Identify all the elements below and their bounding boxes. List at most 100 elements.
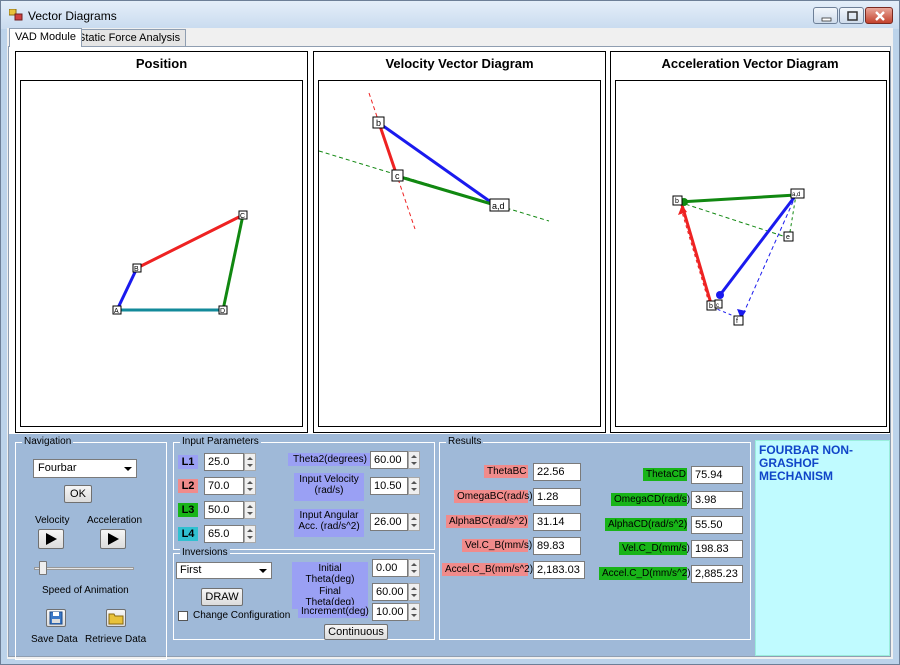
accel-point-ad: a,d [790,188,805,199]
increment-input[interactable]: 10.00 [372,603,408,621]
save-icon [49,611,63,625]
link-ab [115,267,139,311]
input-acc-label: Input Angular Acc. (rad/s^2) [294,509,364,537]
result-omega-cd-value: 3.98 [691,491,743,509]
svg-text:b: b [675,198,679,205]
change-configuration-label: Change Configuration [193,610,291,621]
input-acc-input[interactable]: 26.00 [370,513,408,531]
link-cd [221,214,245,311]
svg-text:D: D [220,308,225,315]
joint-c: C [238,210,248,220]
l1-spinner[interactable] [244,453,256,471]
increment-spinner[interactable] [408,603,420,621]
l2-spinner[interactable] [244,477,256,495]
slider-track [34,567,134,570]
initial-theta-label: Initial Theta(deg) [292,562,368,586]
result-vel-cb-value: 89.83 [533,537,581,555]
minimize-button[interactable] [813,7,838,24]
continuous-button[interactable]: Continuous [324,624,388,640]
result-theta-cd-value: 75.94 [691,466,743,484]
accel-line-bc-dash [678,201,710,304]
result-alpha-bc-value: 31.14 [533,513,581,531]
velocity-panel: Velocity Vector Diagram b c a,d [313,51,606,433]
velocity-play-button[interactable] [38,529,64,549]
accel-point-b2: c [714,299,723,309]
title-bar: Vector Diagrams [1,1,899,29]
change-configuration-checkbox[interactable] [178,611,188,621]
velocity-point-ad: a,d [489,198,510,212]
result-omega-bc-label: OmegaBC(rad/s) [454,490,533,503]
input-parameters-group: Input Parameters L1 25.0 L2 70.0 L3 50.0… [173,436,435,550]
ok-button[interactable]: OK [64,485,92,503]
theta2-input[interactable]: 60.00 [370,451,408,469]
navigation-group-title: Navigation [22,436,74,447]
svg-text:c: c [716,303,719,309]
accel-vector-ab [718,194,798,296]
l3-spinner[interactable] [244,501,256,519]
result-theta-bc-label: ThetaBC [484,465,528,478]
inversion-select-value: First [180,564,202,576]
save-data-label: Save Data [31,634,78,645]
input-velocity-spinner[interactable] [408,477,420,495]
theta2-spinner[interactable] [408,451,420,469]
play-icon [108,533,119,545]
close-button[interactable] [865,7,893,24]
play-icon [46,533,57,545]
client-area: VAD Module Static Force Analysis Positio… [7,28,893,660]
chevron-down-icon [124,467,132,471]
accel-arrowhead-ab [716,291,724,299]
l1-label: L1 [178,455,198,469]
mechanism-select[interactable]: Fourbar [33,459,137,478]
speed-slider[interactable] [34,561,134,575]
maximize-button[interactable] [839,7,864,24]
l1-input[interactable]: 25.0 [204,453,244,471]
close-icon [875,11,885,21]
velocity-canvas: b c a,d [318,80,601,427]
acceleration-play-button[interactable] [100,529,126,549]
theta2-label: Theta2(degrees) [288,453,372,466]
initial-theta-input[interactable]: 0.00 [372,559,408,577]
velocity-point-c: c [391,169,404,182]
draw-button[interactable]: DRAW [201,588,243,606]
input-acc-spinner[interactable] [408,513,420,531]
position-title: Position [135,56,188,71]
slider-thumb[interactable] [38,561,47,575]
maximize-icon [847,11,858,21]
chevron-down-icon [259,569,267,573]
result-theta-cd-label: ThetaCD [643,468,687,481]
result-accel-cb-value: 2,183.03 [533,561,585,579]
velocity-label: Velocity [35,515,70,526]
l4-spinner[interactable] [244,525,256,543]
mechanism-select-value: Fourbar [38,462,77,474]
folder-icon [108,613,124,625]
link-bc [136,213,244,270]
result-vel-cd-label: Vel.C_D(mm/s) [619,542,690,555]
result-vel-cb-label: Vel.C_B(mm/s) [462,539,532,552]
l2-label: L2 [178,479,198,493]
velocity-diagram: b c a,d [319,92,550,230]
result-accel-cd-label: Accel.C_D(mm/s^2) [599,567,691,580]
final-theta-input[interactable]: 60.00 [372,583,408,601]
inversion-select[interactable]: First [176,562,272,579]
accel-line-c-ad [678,193,797,204]
accel-line-e-ad [788,194,797,239]
final-theta-spinner[interactable] [408,583,420,601]
tab-static-force-analysis[interactable]: Static Force Analysis [72,29,187,46]
input-velocity-input[interactable]: 10.50 [370,477,408,495]
control-area: Navigation Fourbar OK Velocity Accelerat… [9,434,890,660]
l3-input[interactable]: 50.0 [204,501,244,519]
l4-input[interactable]: 65.0 [204,525,244,543]
initial-theta-spinner[interactable] [408,559,420,577]
l3-label: L3 [178,503,198,517]
retrieve-data-button[interactable] [106,609,126,627]
svg-text:e: e [786,234,790,241]
save-data-button[interactable] [46,609,66,627]
result-omega-bc-value: 1.28 [533,488,581,506]
results-title: Results [446,436,484,447]
result-theta-bc-value: 22.56 [533,463,581,481]
tab-vad-module[interactable]: VAD Module [9,28,82,47]
l4-label: L4 [178,527,198,541]
l2-input[interactable]: 70.0 [204,477,244,495]
joint-d: D [218,305,228,315]
